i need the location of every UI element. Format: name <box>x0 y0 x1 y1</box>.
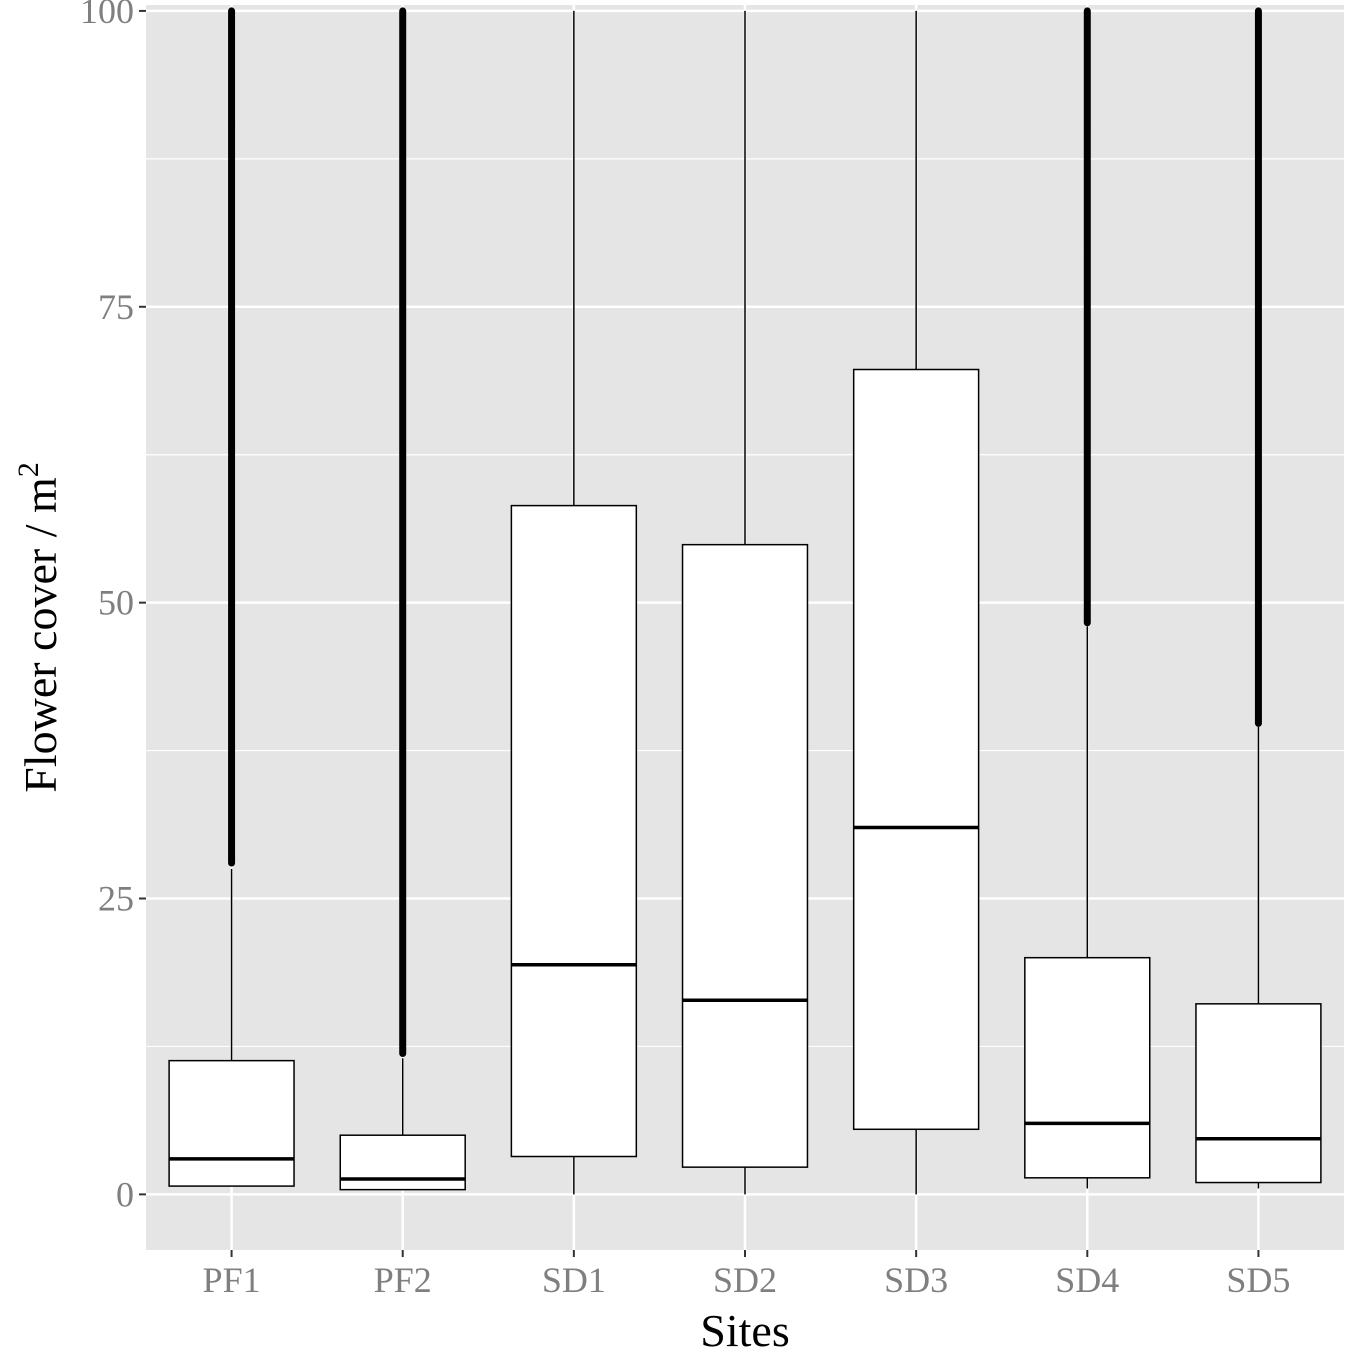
x-tick-label: SD4 <box>1055 1260 1119 1300</box>
y-tick-label: 75 <box>98 287 134 327</box>
y-tick-label: 25 <box>98 879 134 919</box>
box-pf2 <box>339 7 466 1191</box>
x-tick-label: SD3 <box>884 1260 948 1300</box>
box-iqr <box>681 543 809 1168</box>
x-tick-label: PF2 <box>374 1260 432 1300</box>
x-axis-ticks: PF1 PF2 SD1 SD2 SD3 SD4 SD5 <box>203 1250 1290 1300</box>
boxes-layer <box>168 7 1322 1195</box>
y-tick-label: 100 <box>80 0 134 31</box>
box-iqr <box>1195 1003 1322 1184</box>
y-axis-title-main: Flower cover / m <box>15 477 66 793</box>
box-iqr <box>1024 956 1151 1179</box>
x-tick-label: SD1 <box>542 1260 606 1300</box>
y-tick-label: 0 <box>116 1174 134 1214</box>
box-iqr <box>510 504 638 1158</box>
x-tick-label: SD5 <box>1226 1260 1290 1300</box>
y-axis-ticks: 0 25 50 75 100 <box>80 0 146 1214</box>
y-axis-title-group: Flower cover / m2 <box>12 462 66 793</box>
box-iqr <box>852 368 980 1131</box>
box-sd1 <box>510 10 638 1195</box>
box-sd4 <box>1024 7 1151 1189</box>
y-tick-label: 50 <box>98 583 134 623</box>
box-pf1 <box>168 7 295 1187</box>
x-axis-title: Sites <box>700 1305 789 1354</box>
y-axis-title-superscript: 2 <box>12 462 45 477</box>
box-sd5 <box>1195 7 1322 1189</box>
x-tick-label: PF1 <box>203 1260 261 1300</box>
x-tick-label: SD2 <box>713 1260 777 1300</box>
box-sd3 <box>852 10 980 1195</box>
box-iqr <box>339 1134 466 1191</box>
box-iqr <box>168 1059 295 1187</box>
y-axis-title: Flower cover / m2 <box>12 462 66 793</box>
box-sd2 <box>681 10 809 1195</box>
